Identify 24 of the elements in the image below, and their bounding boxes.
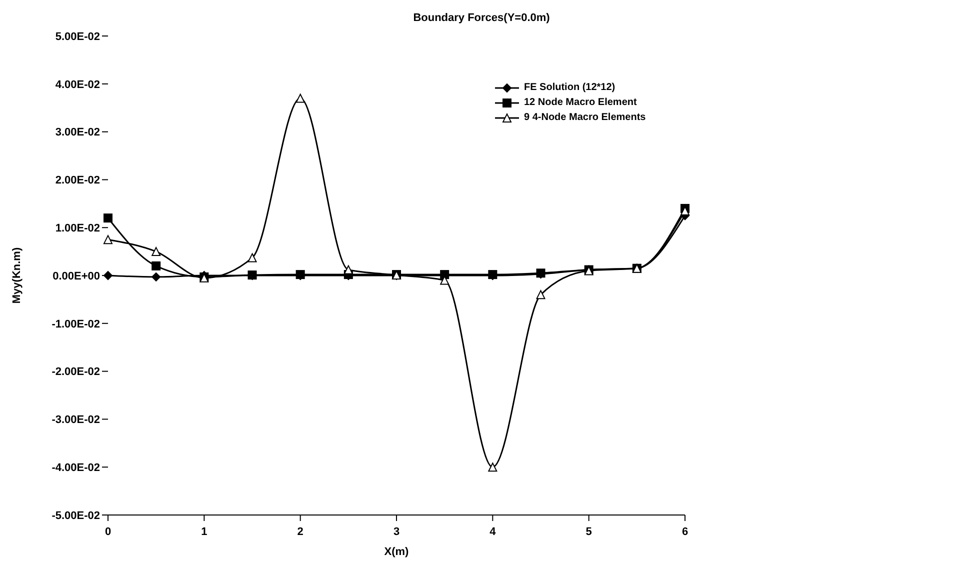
x-tick-label: 0: [104, 526, 112, 538]
x-tick-label: 4: [490, 526, 497, 538]
y-tick-label: 4.00E-02: [55, 78, 100, 91]
legend-label: FE Solution (12*12): [524, 82, 616, 93]
y-tick-label: 5.00E-02: [55, 30, 100, 43]
y-tick-label: -2.00E-02: [52, 366, 100, 378]
y-tick-label: -1.00E-02: [52, 318, 100, 330]
x-tick-label: 6: [682, 526, 688, 538]
y-tick-label: -3.00E-02: [52, 414, 100, 426]
y-tick-label: 0.00E+00: [52, 270, 100, 282]
legend-label: 9 4-Node Macro Elements: [524, 112, 646, 123]
legend-label: 12 Node Macro Element: [524, 97, 637, 108]
y-tick-label: 1.00E-02: [55, 222, 100, 235]
y-tick-label: 2.00E-02: [55, 174, 100, 187]
y-tick-label: 3.00E-02: [55, 126, 100, 139]
y-axis-title: Myy(Kn.m): [10, 247, 23, 304]
x-tick-label: 3: [393, 526, 400, 538]
y-tick-label: -4.00E-02: [52, 462, 100, 474]
x-tick-label: 2: [297, 526, 304, 538]
x-axis-title: X(m): [384, 546, 410, 558]
y-tick-label: -5.00E-02: [52, 510, 100, 522]
x-tick-label: 5: [586, 526, 592, 538]
x-tick-label: 1: [201, 526, 208, 538]
chart-title: Boundary Forces(Y=0.0m): [412, 12, 551, 26]
